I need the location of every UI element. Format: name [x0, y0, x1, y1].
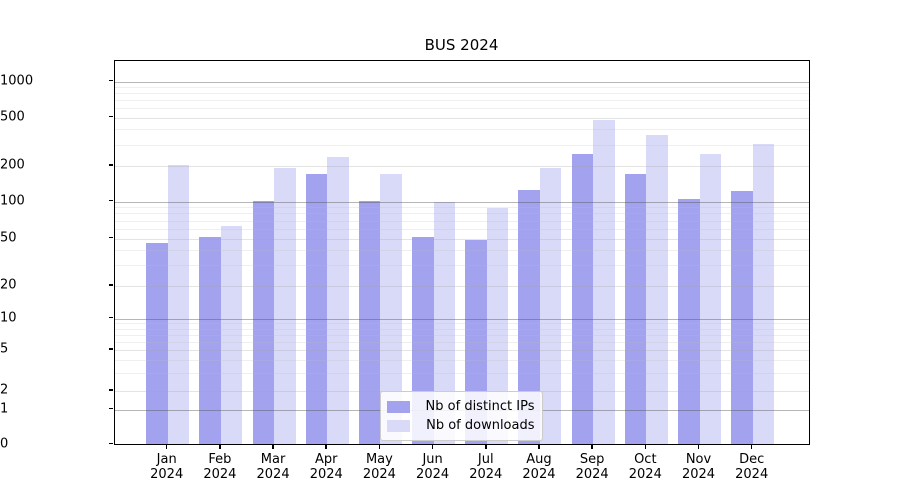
x-tick-mark — [219, 444, 221, 449]
gridline-200 — [114, 166, 809, 167]
x-tick-mark — [325, 444, 327, 449]
bar-downloads-apr — [327, 156, 349, 444]
x-tick-mark — [538, 444, 540, 449]
gridline-80 — [114, 213, 809, 215]
y-tick-mark — [109, 348, 113, 350]
plot-area: Nb of distinct IPs Nb of downloads — [113, 60, 810, 445]
bar-downloads-jul — [486, 208, 509, 444]
gridline-7 — [114, 334, 809, 336]
bar-ips-jan — [146, 243, 168, 444]
gridline-20 — [114, 286, 809, 287]
x-tick-mark — [697, 444, 700, 449]
bar-ips-mar — [252, 201, 275, 444]
legend: Nb of distinct IPs Nb of downloads — [379, 391, 543, 441]
bar-downloads-may — [380, 173, 402, 444]
bar-downloads-feb — [220, 226, 243, 444]
legend-entry-downloads: Nb of downloads — [386, 416, 535, 435]
bar-ips-apr — [305, 173, 328, 444]
gridline-70 — [114, 220, 809, 222]
bar-downloads-aug — [539, 168, 562, 444]
y-tick-mark — [109, 164, 113, 166]
bar-ips-sep — [571, 154, 594, 444]
y-tick-mark — [109, 389, 113, 391]
x-tick-label-aug: Aug 2024 — [522, 451, 556, 483]
x-tick-mark — [378, 444, 381, 449]
bar-ips-dec — [731, 191, 753, 444]
gridline-3 — [114, 372, 809, 374]
gridline-1000 — [114, 81, 809, 83]
gridline-600 — [114, 108, 809, 110]
gridline-500 — [114, 117, 809, 119]
x-tick-label-feb: Feb 2024 — [203, 451, 237, 483]
gridline-800 — [114, 93, 809, 95]
x-tick-label-jul: Jul 2024 — [469, 451, 503, 483]
y-tick-mark — [109, 199, 113, 202]
gridline-30 — [114, 265, 809, 267]
chart-title: BUS 2024 — [424, 36, 499, 54]
x-tick-label-sep: Sep 2024 — [575, 451, 609, 483]
y-tick-mark — [109, 79, 113, 82]
bar-downloads-jun — [433, 202, 456, 444]
legend-swatch-downloads-icon — [386, 419, 410, 432]
gridline-900 — [114, 87, 809, 88]
gridline-8 — [114, 328, 809, 330]
x-tick-label-jun: Jun 2024 — [416, 451, 450, 483]
x-tick-label-jan: Jan 2024 — [150, 451, 184, 483]
bar-downloads-oct — [646, 134, 668, 444]
x-tick-mark — [431, 444, 434, 449]
y-axis: 0 1 2 5 10 20 50 100 200 500 1000 — [0, 73, 34, 451]
legend-swatch-distinct-ips-icon — [386, 400, 410, 413]
x-tick-mark — [272, 444, 274, 449]
gridline-50 — [114, 238, 809, 240]
gridline-40 — [114, 250, 809, 252]
legend-label-distinct-ips: Nb of distinct IPs — [425, 399, 535, 414]
y-tick-mark — [109, 236, 113, 239]
gridline-400 — [114, 129, 809, 131]
x-tick-mark — [750, 444, 753, 449]
x-tick-mark — [644, 444, 647, 449]
y-tick-mark — [109, 442, 113, 445]
bar-ips-may — [358, 201, 381, 444]
gridline-6 — [114, 341, 809, 343]
bar-downloads-mar — [274, 168, 296, 444]
gridline-300 — [114, 144, 809, 146]
gridline-60 — [114, 228, 809, 230]
gridline-4 — [114, 359, 809, 361]
bar-downloads-nov — [699, 154, 721, 444]
bar-downloads-dec — [752, 144, 775, 444]
y-tick-mark — [109, 115, 113, 118]
legend-entry-distinct-ips: Nb of distinct IPs — [386, 397, 535, 416]
gridline-5 — [114, 350, 809, 351]
bar-ips-nov — [678, 199, 700, 444]
x-tick-mark — [591, 444, 593, 449]
x-tick-mark — [165, 444, 168, 449]
y-tick-mark — [109, 284, 113, 286]
y-tick-mark — [109, 407, 113, 410]
gridline-700 — [114, 100, 809, 102]
bar-ips-feb — [199, 236, 221, 444]
y-tick-mark — [109, 316, 113, 319]
x-tick-label-apr: Apr 2024 — [309, 451, 343, 483]
gridline-10 — [114, 318, 809, 320]
x-tick-label-nov: Nov 2024 — [681, 451, 716, 483]
bar-ips-oct — [624, 173, 647, 444]
bar-ips-aug — [518, 190, 540, 444]
x-tick-mark — [485, 444, 487, 449]
x-tick-label-dec: Dec 2024 — [735, 451, 769, 483]
gridline-100 — [114, 201, 809, 203]
bar-downloads-sep — [593, 120, 615, 444]
bar-downloads-jan — [167, 165, 190, 444]
x-tick-label-may: May 2024 — [362, 451, 396, 483]
gridline-90 — [114, 207, 809, 209]
x-tick-label-mar: Mar 2024 — [256, 451, 290, 483]
legend-label-downloads: Nb of downloads — [426, 418, 535, 433]
x-tick-label-oct: Oct 2024 — [628, 451, 662, 483]
gridline-9 — [114, 323, 809, 325]
